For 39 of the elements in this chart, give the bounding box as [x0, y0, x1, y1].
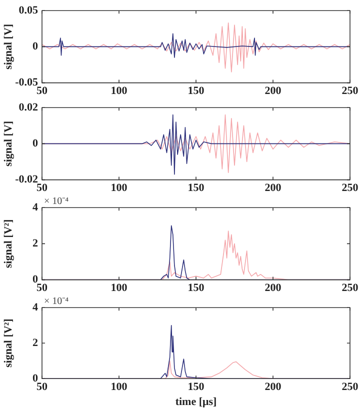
y-axis-title: signal [V]	[2, 24, 14, 70]
y-axis-title: signal [V²]	[2, 219, 14, 268]
x-tick-label: 250	[342, 282, 359, 294]
x-tick-label: 250	[342, 182, 359, 194]
x-tick-label: 150	[188, 282, 205, 294]
y-tick-label: 0	[32, 40, 38, 53]
x-tick-label: 200	[264, 381, 282, 394]
y-tick-label: 0.02	[18, 101, 38, 114]
x-tick-label: 150	[188, 381, 205, 394]
x-tick-label: 100	[110, 282, 128, 294]
x-tick-label: 200	[264, 85, 282, 98]
x-tick-label: 100	[110, 381, 128, 394]
y-tick-label: 2	[32, 238, 38, 250]
text: × 10⁻⁴	[44, 196, 70, 208]
y-axis-title: signal [V²]	[2, 318, 14, 368]
x-tick-label: 250	[342, 381, 359, 394]
y-tick-label: -0.05	[15, 76, 38, 89]
x-tick-label: 50	[36, 381, 48, 394]
y-tick-label: 0.05	[18, 4, 38, 16]
x-tick-label: 100	[110, 182, 128, 194]
y-tick-label: 4	[32, 301, 38, 314]
x-axis-title: time [μs]	[175, 396, 217, 408]
y-tick-label: -0.02	[15, 174, 38, 186]
x-tick-label: 150	[188, 182, 205, 194]
y-tick-label: 0	[32, 138, 38, 150]
text: × 10⁻⁴	[44, 296, 70, 308]
x-tick-label: 200	[264, 182, 282, 194]
y-tick-label: 0	[32, 274, 38, 286]
x-tick-label: 100	[110, 85, 128, 98]
x-tick-label: 150	[188, 85, 205, 98]
y-tick-label: 4	[32, 201, 38, 214]
y-tick-label: 2	[32, 336, 38, 349]
x-tick-label: 50	[36, 85, 48, 98]
x-tick-label: 200	[264, 282, 282, 294]
x-tick-label: 50	[36, 182, 48, 194]
y-tick-label: 0	[32, 372, 38, 384]
y-axis-title: signal [V]	[2, 120, 14, 166]
x-tick-label: 250	[342, 85, 359, 98]
x-tick-label: 50	[36, 282, 48, 294]
